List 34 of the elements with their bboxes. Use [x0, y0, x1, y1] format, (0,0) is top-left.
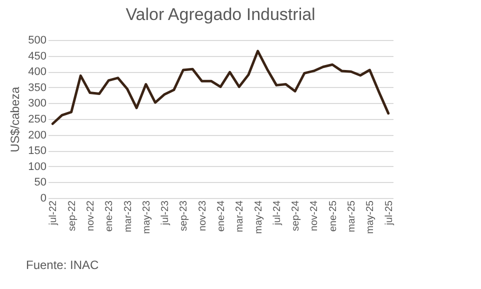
x-tick-label: ene-24 [216, 200, 227, 232]
x-tick-label: nov-23 [197, 200, 208, 232]
x-tick-label: jul-25 [384, 200, 395, 226]
x-tick-label: nov-24 [309, 200, 320, 232]
x-tick-label: jul-24 [272, 200, 283, 226]
x-tick-label: sep-22 [66, 200, 78, 232]
x-tick-label: mar-24 [234, 200, 246, 232]
chart-title: Valor Agregado Industrial [126, 5, 316, 24]
x-tick-label: may-23 [141, 200, 152, 234]
y-tick-label: 100 [28, 160, 46, 173]
x-tick-label: ene-25 [328, 200, 339, 232]
source-note: Fuente: INAC [26, 258, 99, 272]
x-tick-label: mar-25 [346, 200, 358, 232]
y-tick-label: 0 [40, 192, 46, 204]
x-tick-label: jul-22 [48, 200, 60, 226]
y-tick-label: 250 [28, 114, 46, 126]
x-tick-label: ene-23 [104, 200, 116, 232]
y-tick-label: 300 [28, 98, 46, 110]
y-tick-label: 50 [34, 176, 46, 189]
y-tick-label: 150 [28, 145, 46, 158]
x-tick-label: mar-23 [122, 200, 134, 232]
y-axis-title: US$/cabeza [8, 86, 22, 152]
line-series [51, 50, 390, 125]
x-tick-label: may-24 [253, 200, 264, 234]
y-tick-label: 450 [28, 50, 46, 62]
y-tick-label: 200 [28, 129, 46, 142]
y-tick-label: 400 [28, 66, 46, 78]
x-tick-label: jul-23 [160, 200, 172, 226]
x-tick-label: may-25 [365, 200, 376, 234]
y-tick-label: 500 [28, 34, 46, 46]
x-tick-label: nov-22 [85, 200, 96, 232]
x-tick-label: sep-23 [178, 200, 190, 232]
y-tick-label: 350 [28, 82, 46, 94]
x-tick-label: sep-24 [290, 200, 302, 232]
